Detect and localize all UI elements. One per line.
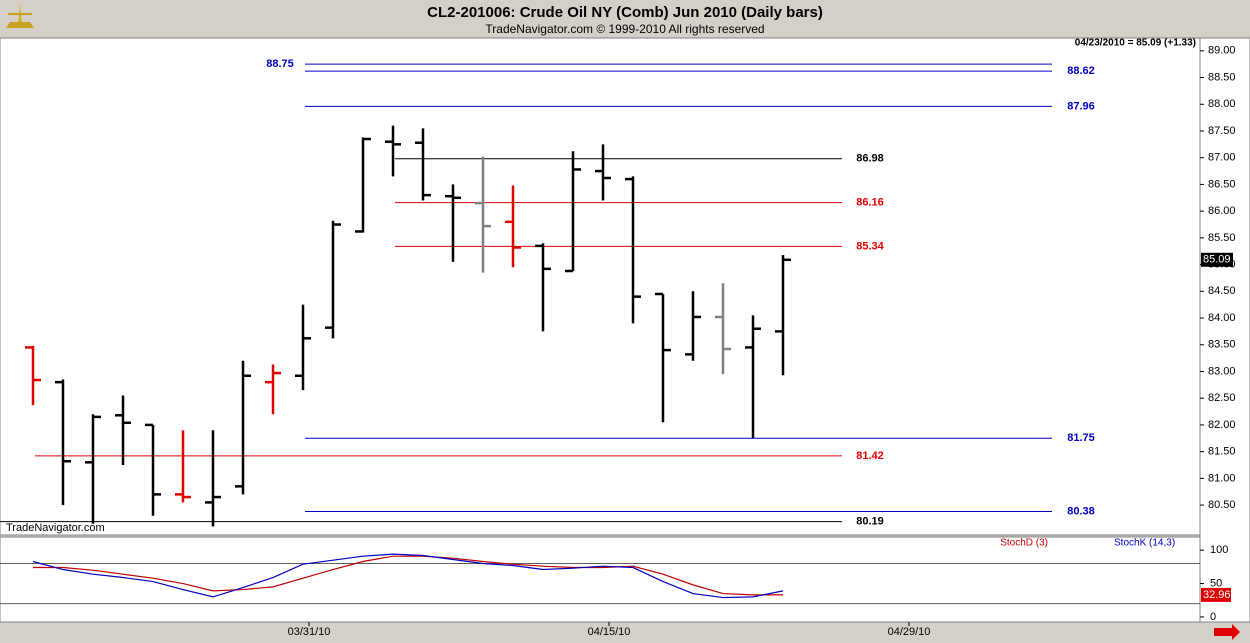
y-tick-label: 86.00 (1208, 205, 1236, 217)
y-tick-label: 50 (1210, 577, 1222, 589)
last-price-box (1201, 252, 1233, 267)
stoch-line (32, 553, 784, 599)
y-tick-label: 83.50 (1208, 339, 1236, 351)
y-tick-label: 88.00 (1208, 98, 1236, 110)
legend-entry: StochD (3) (1000, 538, 1048, 549)
y-tick-label: 80.50 (1208, 499, 1236, 511)
y-tick-label: 81.50 (1208, 446, 1236, 458)
stoch-panel (0, 536, 1201, 623)
y-tick-label: 89.00 (1208, 45, 1236, 57)
scroll-arrow[interactable] (1214, 624, 1240, 640)
y-tick-label: 100 (1210, 544, 1228, 556)
level-label: 80.19 (856, 516, 884, 528)
level-label: 88.62 (1067, 65, 1095, 77)
price-info: 04/23/2010 = 85.09 (+1.33) (1075, 38, 1196, 49)
readout-label: 32.96 (1203, 589, 1231, 601)
readout-box (1201, 587, 1231, 602)
y-tick-label: 82.50 (1208, 392, 1236, 404)
logo (6, 4, 34, 28)
level-label: 86.16 (856, 197, 884, 209)
y-tick-label: 84.00 (1208, 312, 1236, 324)
last-price-label: 85.09 (1203, 254, 1231, 266)
stoch-line (33, 555, 783, 596)
level-label: 86.98 (856, 153, 884, 165)
y-tick-label: 88.50 (1208, 71, 1236, 83)
watermark: TradeNavigator.com (6, 522, 105, 534)
y-tick-label: 84.50 (1208, 285, 1236, 297)
y-tick-label: 87.00 (1208, 152, 1236, 164)
x-tick-label: 03/31/10 (288, 626, 331, 638)
level-label: 80.38 (1067, 505, 1095, 517)
price-panel (0, 37, 1201, 536)
chart-subtitle: TradeNavigator.com © 1999-2010 All right… (485, 22, 764, 36)
y-tick-label: 86.50 (1208, 178, 1236, 190)
level-label: 81.75 (1067, 432, 1095, 444)
level-label: 81.42 (856, 450, 884, 462)
y-tick-label: 82.00 (1208, 419, 1236, 431)
chart-title: CL2-201006: Crude Oil NY (Comb) Jun 2010… (427, 4, 823, 21)
level-label: 87.96 (1067, 100, 1095, 112)
level-label: 88.75 (266, 58, 294, 70)
y-tick-label: 0 (1210, 611, 1216, 623)
y-tick-label: 81.00 (1208, 472, 1236, 484)
level-label: 85.34 (856, 240, 884, 252)
y-tick-label: 85.50 (1208, 232, 1236, 244)
x-tick-label: 04/29/10 (888, 626, 931, 638)
legend-entry: StochK (14,3) (1114, 538, 1175, 549)
y-tick-label: 87.50 (1208, 125, 1236, 137)
y-tick-label: 83.00 (1208, 365, 1236, 377)
price-axis (1199, 37, 1250, 623)
x-tick-label: 04/15/10 (588, 626, 631, 638)
